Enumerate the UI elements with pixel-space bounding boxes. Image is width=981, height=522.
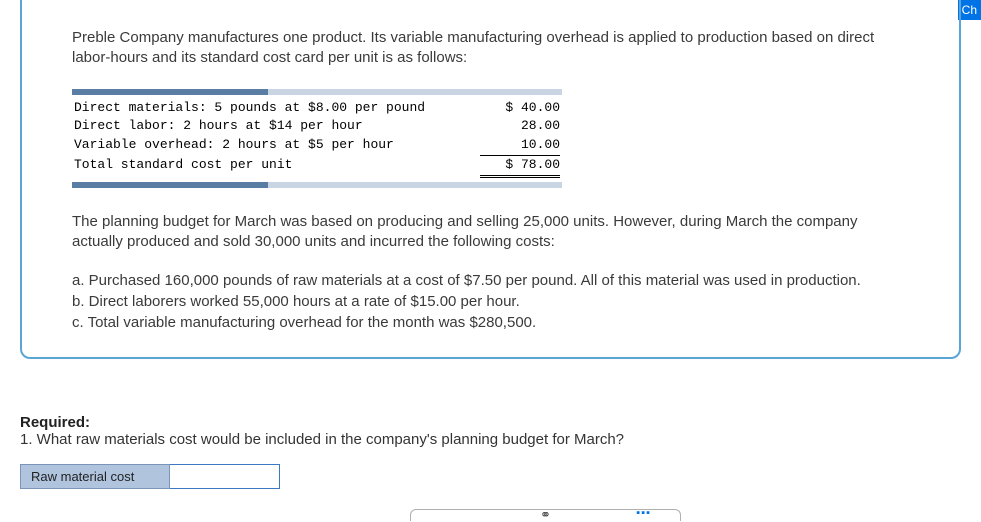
cost-label: Direct materials: 5 pounds at $8.00 per … <box>74 99 480 118</box>
problem-container: Preble Company manufactures one product.… <box>20 0 961 359</box>
cost-label: Direct labor: 2 hours at $14 per hour <box>74 117 480 136</box>
cost-value: 28.00 <box>480 117 560 136</box>
table-bottom-bar <box>72 182 562 188</box>
cost-label: Variable overhead: 2 hours at $5 per hou… <box>74 136 480 156</box>
total-label: Total standard cost per unit <box>74 156 480 178</box>
table-row: Direct labor: 2 hours at $14 per hour 28… <box>74 117 560 136</box>
link-icon: ⚭ <box>540 508 551 521</box>
fact-c: c. Total variable manufacturing overhead… <box>72 312 909 333</box>
middle-paragraph: The planning budget for March was based … <box>72 212 909 253</box>
fact-a: a. Purchased 160,000 pounds of raw mater… <box>72 270 909 291</box>
facts-list: a. Purchased 160,000 pounds of raw mater… <box>72 270 909 333</box>
intro-text: Preble Company manufactures one product.… <box>72 28 909 69</box>
cost-value: $ 40.00 <box>480 99 560 118</box>
standard-cost-card: Direct materials: 5 pounds at $8.00 per … <box>72 89 562 188</box>
table-row: Variable overhead: 2 hours at $5 per hou… <box>74 136 560 156</box>
table-total-row: Total standard cost per unit $ 78.00 <box>74 156 560 178</box>
raw-material-cost-input[interactable] <box>170 464 280 489</box>
pager-dots: ▪▪▪ <box>636 507 651 519</box>
cost-value: 10.00 <box>480 136 560 156</box>
total-value: $ 78.00 <box>480 156 560 178</box>
required-section: Required: 1. What raw materials cost wou… <box>20 414 961 489</box>
table-top-bar <box>72 89 562 95</box>
answer-label: Raw material cost <box>20 464 170 489</box>
required-header: Required: <box>20 414 961 431</box>
cost-table-body: Direct materials: 5 pounds at $8.00 per … <box>72 95 562 182</box>
required-question-1: 1. What raw materials cost would be incl… <box>20 431 961 448</box>
answer-row: Raw material cost <box>20 464 961 489</box>
table-row: Direct materials: 5 pounds at $8.00 per … <box>74 99 560 118</box>
chapter-tab[interactable]: Ch <box>958 0 981 20</box>
fact-b: b. Direct laborers worked 55,000 hours a… <box>72 291 909 312</box>
